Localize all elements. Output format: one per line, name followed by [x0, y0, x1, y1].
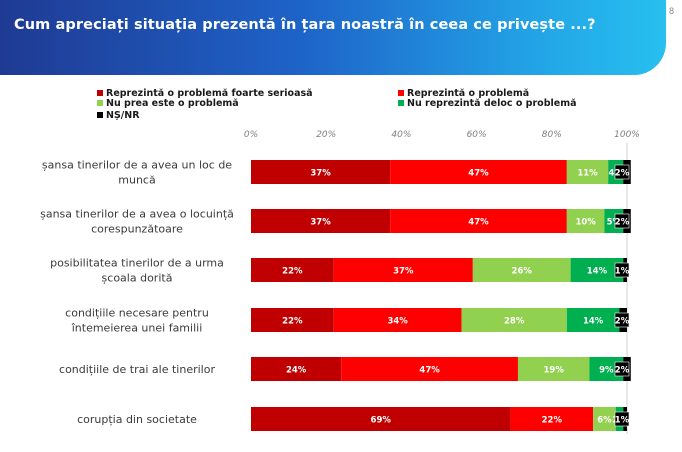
nsnr-label-box — [614, 312, 630, 328]
bar-value-label: 11% — [577, 169, 598, 179]
bar-value-label: 2% — [615, 317, 630, 327]
nsnr-label-box — [614, 262, 630, 278]
bar-segment — [472, 258, 571, 282]
bar-segment — [566, 308, 620, 332]
legend-swatch — [97, 100, 103, 106]
x-tick-label: 0% — [244, 130, 258, 140]
bar-value-label: 47% — [468, 218, 489, 228]
nsnr-label-box — [614, 213, 630, 229]
bar-value-label: 6% — [597, 416, 612, 426]
bar-segment — [251, 160, 391, 184]
header-banner: Cum apreciați situația prezentă în țara … — [0, 0, 666, 75]
page-number: 8 — [669, 6, 675, 16]
bar-value-label: 2% — [615, 366, 630, 376]
bar-segment — [390, 209, 567, 233]
nsnr-label-box — [614, 411, 630, 427]
bar-segment — [517, 357, 590, 381]
category-label: școala dorită — [102, 272, 173, 285]
bar-segment — [333, 308, 462, 332]
bar-value-label: 28% — [504, 317, 525, 327]
x-tick-label: 60% — [467, 130, 487, 140]
bar-value-label: 24% — [286, 366, 307, 376]
bar-value-label: 22% — [282, 317, 303, 327]
bar-value-label: 34% — [387, 317, 408, 327]
bar-value-label: 2% — [615, 218, 630, 228]
bar-segment — [251, 407, 511, 431]
bar-value-label: 1% — [615, 416, 630, 426]
category-label: corespunzătoare — [91, 223, 183, 236]
bar-value-label: 47% — [419, 366, 440, 376]
bar-segment — [570, 258, 624, 282]
bar-value-label: 47% — [468, 169, 489, 179]
bar-value-label: 5% — [607, 218, 622, 228]
legend-swatch — [398, 90, 404, 96]
category-label: posibilitatea tinerilor de a urma — [50, 257, 224, 270]
bar-value-label: 2% — [615, 169, 630, 179]
bar-segment — [510, 407, 594, 431]
bar-segment — [341, 357, 518, 381]
category-label: șansa tinerilor de a avea un loc de — [42, 159, 232, 172]
legend-label: Reprezintă o problemă — [407, 88, 529, 99]
x-tick-label: 20% — [316, 130, 336, 140]
bar-value-label: 69% — [371, 416, 392, 426]
category-label: corupția din societate — [77, 413, 197, 426]
bar-value-label: 14% — [583, 317, 604, 327]
bar-segment — [390, 160, 567, 184]
bar-segment — [461, 308, 567, 332]
bar-value-label: 26% — [512, 267, 533, 277]
page-title: Cum apreciați situația prezentă în țara … — [14, 17, 596, 33]
bar-value-label: 10% — [575, 218, 596, 228]
bar-segment — [566, 160, 609, 184]
bar-value-label: 37% — [310, 169, 331, 179]
x-tick-label: 80% — [542, 130, 562, 140]
legend-swatch — [398, 100, 404, 106]
bar-value-label: 19% — [544, 366, 565, 376]
nsnr-label-box — [614, 361, 630, 377]
bar-segment — [251, 308, 334, 332]
bar-segment — [593, 407, 616, 431]
legend-label: Nu reprezintă deloc o problemă — [407, 98, 577, 109]
x-tick-label: 100% — [614, 130, 640, 140]
bar-segment — [251, 258, 334, 282]
bar-value-label: 1% — [615, 267, 630, 277]
bar-value-label: 37% — [393, 267, 414, 277]
bar-segment — [251, 357, 342, 381]
category-label: condițiile de trai ale tinerilor — [59, 363, 215, 376]
bar-value-label: 22% — [282, 267, 303, 277]
bar-segment — [251, 209, 391, 233]
legend-label: NȘ/NR — [106, 110, 140, 121]
category-label: condițiile necesare pentru — [65, 307, 209, 320]
legend-swatch — [97, 112, 103, 118]
category-label: șansa tinerilor de a avea o locuință — [40, 208, 234, 221]
category-label: muncă — [118, 174, 155, 187]
bar-value-label: 37% — [310, 218, 331, 228]
legend-label: Nu prea este o problemă — [106, 98, 239, 109]
bar-segment — [333, 258, 473, 282]
category-label: întemeierea unei familii — [71, 322, 203, 335]
legend-label: Reprezintă o problemă foarte serioasă — [106, 88, 313, 99]
bar-value-label: 9% — [599, 366, 614, 376]
nsnr-label-box — [614, 164, 630, 180]
bar-segment — [566, 209, 605, 233]
legend-swatch — [97, 90, 103, 96]
bar-value-label: 22% — [542, 416, 563, 426]
x-tick-label: 40% — [391, 130, 411, 140]
bar-value-label: 14% — [587, 267, 608, 277]
